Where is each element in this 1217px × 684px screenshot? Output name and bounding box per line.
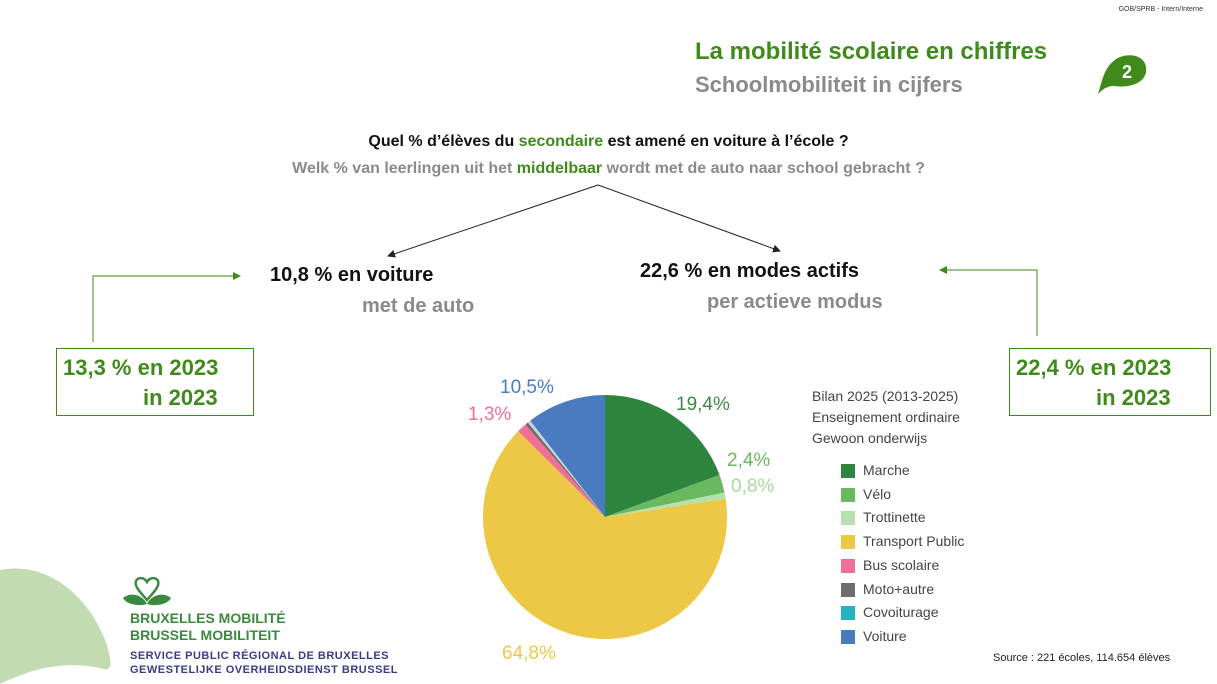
pie-slice-marche — [605, 395, 720, 517]
pie-data-label: 0,8% — [731, 476, 774, 497]
right-stat-sub: per actieve modus — [707, 291, 883, 313]
legend-label: Bus scolaire — [863, 556, 940, 573]
legend-swatch — [841, 606, 855, 621]
legend-swatch — [841, 487, 855, 502]
legend-item: Trottinette — [841, 509, 926, 526]
legend-item: Marche — [841, 462, 910, 478]
legend-label: Marche — [863, 462, 910, 478]
right-stat-main: 22,6 % en modes actifs — [640, 260, 859, 282]
pie-slice-bus-scolaire — [518, 424, 605, 517]
left-stat-sub: met de auto — [362, 295, 475, 317]
legend-swatch — [841, 582, 855, 597]
legend-swatch — [841, 629, 855, 644]
logo-subtext: SERVICE PUBLIC RÉGIONAL DE BRUXELLES GEWE… — [130, 650, 398, 676]
decorative-shape — [0, 568, 111, 684]
pie-data-label: 1,3% — [468, 404, 511, 425]
logo-icon — [123, 576, 171, 606]
badge-number: 2 — [1122, 62, 1132, 82]
pie-slice-voiture — [530, 395, 605, 517]
legend-swatch — [841, 535, 855, 550]
pie-slice-moto-autre — [525, 422, 605, 517]
pie-slice-v-lo — [605, 474, 725, 517]
leaf-badge-icon: 2 — [1098, 55, 1147, 94]
legend-label: Transport Public — [863, 533, 965, 550]
pie-slice-transport-public — [483, 431, 727, 639]
classification-tag: GOB/SPRB - Intern/Interne — [1118, 6, 1203, 13]
legend-swatch — [841, 511, 855, 526]
pie-data-label: 10,5% — [500, 377, 554, 398]
legend-swatch — [841, 558, 855, 573]
title-fr: La mobilité scolaire en chiffres — [695, 38, 1048, 65]
pie-slice-covoiturage — [527, 420, 605, 517]
legend-item: Moto+autre — [841, 580, 935, 597]
legend-item: Transport Public — [841, 533, 965, 550]
legend-label: Covoiturage — [863, 604, 939, 621]
legend-item: Bus scolaire — [841, 556, 940, 573]
title-nl: Schoolmobiliteit in cijfers — [695, 72, 963, 97]
logo-text: BRUXELLES MOBILITÉ BRUSSEL MOBILITEIT — [130, 610, 286, 643]
left-stat-main: 10,8 % en voiture — [270, 264, 434, 286]
legend-item: Voiture — [841, 627, 907, 644]
pie-data-label: 19,4% — [676, 394, 730, 415]
left-2023-box: 13,3 % en 2023 in 2023 — [56, 348, 254, 416]
legend-label: Trottinette — [863, 509, 926, 526]
legend-item: Vélo — [841, 485, 892, 502]
legend-label: Moto+autre — [863, 580, 935, 597]
legend-swatch — [841, 464, 855, 478]
pie-data-label: 64,8% — [502, 643, 556, 664]
source-note: Source : 221 écoles, 114.654 élèves — [993, 652, 1171, 664]
question-nl: Welk % van leerlingen uit het middelbaar… — [292, 160, 925, 177]
pie-data-label: 2,4% — [727, 450, 770, 471]
question-fr: Quel % d’élèves du secondaire est amené … — [368, 133, 849, 150]
right-2023-box: 22,4 % en 2023 in 2023 — [1009, 348, 1211, 416]
legend-title: Bilan 2025 (2013-2025) Enseignement ordi… — [812, 388, 960, 446]
legend-label: Vélo — [863, 485, 892, 502]
pie-slice-trottinette — [605, 492, 726, 517]
legend-label: Voiture — [863, 627, 907, 644]
legend-item: Covoiturage — [841, 604, 939, 621]
